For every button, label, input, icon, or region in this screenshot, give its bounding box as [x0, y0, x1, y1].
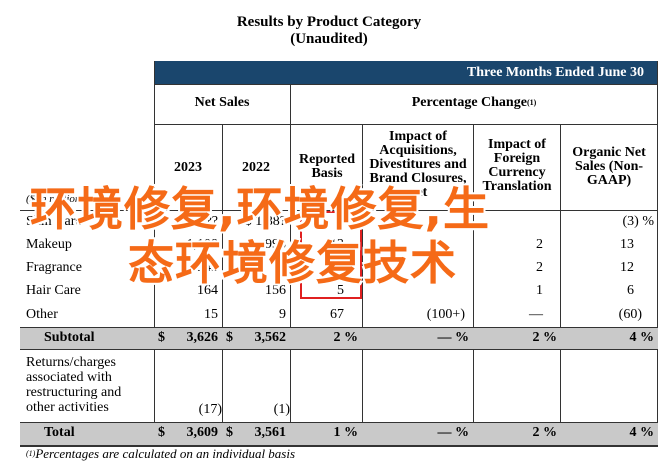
rule — [20, 445, 658, 447]
impact-fx-header: Impact of Foreign Currency Translation — [482, 137, 552, 194]
cell-organic: 6 — [627, 283, 634, 298]
total-label: Total — [44, 425, 75, 440]
dollar-sign: $ — [226, 425, 233, 440]
highlight-box — [300, 211, 362, 299]
cell-fx: 2 % — [532, 425, 558, 440]
organic-header: Organic Net Sales (Non-GAAP) — [572, 145, 646, 188]
row-label: Hair Care — [26, 283, 81, 298]
dollar-sign: $ — [158, 330, 165, 345]
total-shade — [20, 422, 658, 445]
reported-basis-header: Reported Basis — [299, 152, 355, 181]
year-2022-header: 2022 — [242, 160, 270, 175]
row-label: Skin Care — [26, 214, 82, 229]
watermark-text-2: 态环境修复技术 — [128, 236, 457, 290]
footnote: (1)Percentages are calculated on an indi… — [26, 446, 296, 461]
pct-change-header: Percentage Change(1) — [411, 95, 537, 110]
cell-2023: 3,626 — [186, 330, 219, 345]
report-subtitle: (Unaudited) — [290, 31, 368, 47]
subtotal-label: Subtotal — [44, 330, 95, 345]
cell-2023: 164 — [197, 283, 218, 298]
cell-organic: (3) % — [622, 214, 655, 229]
cell-2022: 9 — [279, 307, 286, 322]
col-divider — [222, 124, 223, 445]
cell-2022: (1) — [273, 402, 290, 417]
cell-2022: 156 — [265, 283, 286, 298]
cell-acq: (100+) — [426, 307, 465, 322]
cell-reported: 12 — [330, 237, 344, 252]
cell-reported: 1 % — [333, 425, 359, 440]
report-title: Results by Product Category — [236, 14, 422, 30]
cell-2023: 545 — [197, 260, 218, 275]
col-divider — [154, 61, 155, 445]
subtotal-shade — [20, 327, 658, 349]
col-divider — [290, 84, 291, 445]
row-label: Other — [26, 307, 58, 322]
dollar-sign: $ — [158, 425, 165, 440]
cell-organic: 4 % — [629, 425, 655, 440]
dollar-sign: $ — [226, 330, 233, 345]
col-divider — [473, 124, 474, 445]
cell-organic: 13 — [620, 237, 634, 252]
cell-2023: 3,609 — [186, 425, 219, 440]
units-label: ($ in millions) — [26, 193, 89, 205]
row-label: Fragrance — [26, 260, 82, 275]
net-sales-header: Net Sales — [194, 95, 250, 110]
returns-label: Returns/charges associated with restruct… — [26, 355, 122, 415]
watermark-text-1: 环境修复,环境修复,生 — [30, 182, 490, 236]
cell-2023: $ 1,?? — [184, 214, 218, 229]
cell-2022: 993 — [265, 237, 286, 252]
cell-fx: — — [529, 307, 543, 322]
rule — [20, 210, 658, 211]
rule — [154, 124, 658, 125]
cell-fx: 2 — [536, 237, 543, 252]
rule — [154, 84, 658, 85]
rule — [20, 349, 658, 350]
col-divider — [362, 124, 363, 445]
year-2023-header: 2023 — [174, 160, 202, 175]
cell-fx: 2 % — [532, 330, 558, 345]
cell-organic: (60) — [618, 307, 642, 322]
rule — [20, 422, 658, 423]
cell-organic: 4 % — [629, 330, 655, 345]
cell-2023: 1,108 — [186, 237, 219, 252]
col-divider — [560, 124, 561, 445]
row-label: Makeup — [26, 237, 72, 252]
cell-reported: 67 — [330, 307, 344, 322]
period-banner: Three Months Ended June 30 — [154, 61, 658, 84]
cell-2022: 3,562 — [254, 330, 287, 345]
cell-2022: $ 1,88? — [244, 214, 286, 229]
cell-fx: 2 — [536, 260, 543, 275]
cell-2023: 15 — [204, 307, 218, 322]
rule — [20, 327, 658, 328]
cell-fx: 1 — [536, 283, 543, 298]
cell-acq: — % — [437, 330, 470, 345]
cell-acq: — % — [437, 425, 470, 440]
cell-reported: 5 — [337, 283, 344, 298]
impact-acquisitions-header: Impact of Acquisitions, Divestitures and… — [369, 129, 467, 200]
cell-2023: (17) — [198, 402, 222, 417]
cell-organic: 12 — [620, 260, 634, 275]
cell-2022: 3,561 — [254, 425, 287, 440]
cell-reported: 2 % — [333, 330, 359, 345]
